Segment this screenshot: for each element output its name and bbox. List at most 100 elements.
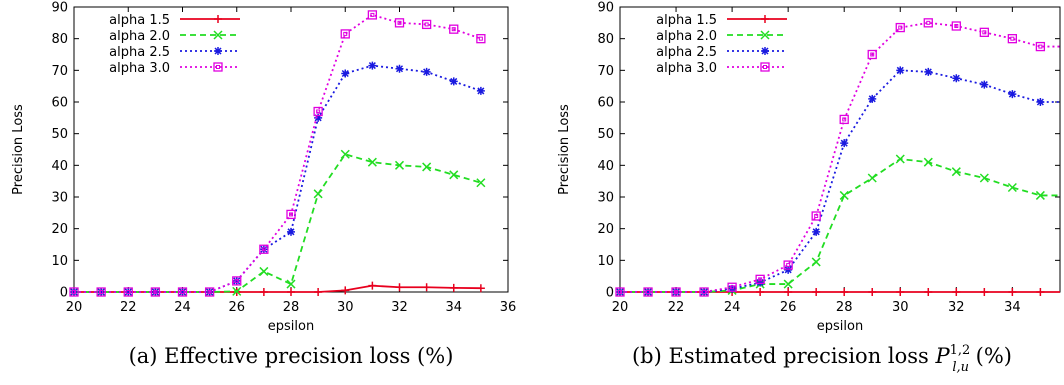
x-tick-label: 20 [66, 300, 83, 315]
data-point [979, 27, 989, 37]
data-point [896, 288, 905, 296]
data-point [476, 178, 486, 188]
series-line [74, 64, 482, 293]
y-tick-label: 40 [597, 159, 614, 174]
data-point [259, 266, 269, 276]
data-point [811, 257, 821, 267]
legend-label: alpha 3.0 [109, 61, 170, 76]
chart-a: 0 10 20 30 40 50 60 70 80 90 20 22 24 26 28 30 32 34 36 eps… [11, 1, 516, 369]
data-point-inner [730, 285, 735, 290]
x-tick-label: 24 [174, 300, 191, 315]
data-point [449, 283, 458, 292]
caption-symbol: P [934, 344, 950, 368]
data-point [422, 67, 431, 76]
y-tick-label: 80 [597, 32, 614, 47]
data-point [671, 287, 681, 297]
data-point-inner [289, 212, 293, 217]
data-point [368, 61, 377, 70]
data-point [395, 64, 404, 73]
data-point [394, 18, 405, 28]
data-point [476, 34, 486, 44]
y-tick-label: 90 [597, 1, 614, 16]
data-point-inner [646, 290, 651, 294]
y-tick-label: 30 [597, 191, 614, 206]
data-point [924, 67, 933, 76]
legend-marker-inner [763, 65, 767, 69]
y-tick-label: 90 [51, 1, 68, 16]
x-axis-label: epsilon [817, 319, 863, 334]
data-point-inner [451, 27, 456, 32]
y-tick-label: 40 [51, 159, 68, 174]
legend-label: alpha 2.5 [109, 45, 170, 60]
data-point-inner [702, 290, 707, 294]
y-axis-label: Precision Loss [11, 104, 26, 195]
data-point-inner [954, 24, 959, 28]
data-point [259, 244, 269, 254]
data-point [341, 69, 350, 78]
series-alpha-2-5 [616, 66, 1060, 296]
data-point [840, 139, 849, 148]
data-point [839, 190, 849, 200]
data-point [896, 66, 905, 75]
data-point [341, 286, 350, 295]
y-tick-label: 50 [51, 127, 68, 142]
data-point [1008, 90, 1017, 99]
data-point [1036, 288, 1045, 296]
y-tick-label: 10 [597, 254, 614, 269]
data-point-inner [180, 290, 185, 294]
data-point [449, 24, 459, 34]
legend-marker [213, 62, 223, 72]
caption-subscript: l,u [952, 360, 969, 375]
data-point [232, 286, 242, 296]
caption: (b) Estimated precision loss P1,2 l,u (%) [632, 343, 1012, 375]
caption-superscript: 1,2 [950, 343, 971, 358]
data-point [314, 288, 323, 296]
x-tick-label: 32 [948, 300, 965, 315]
y-tick-label: 30 [51, 191, 68, 206]
data-point [980, 288, 989, 296]
legend-label: alpha 1.5 [656, 13, 717, 28]
legend-label: alpha 2.0 [656, 29, 717, 44]
series-alpha-2-5 [70, 61, 485, 296]
y-tick-label: 80 [51, 32, 68, 47]
x-tick-label: 22 [668, 300, 685, 315]
data-point [97, 288, 106, 296]
series-line [74, 284, 481, 293]
data-point-inner [153, 290, 158, 294]
data-point [868, 288, 877, 296]
caption-prefix: (b) Estimated precision loss [632, 344, 936, 368]
data-point [476, 284, 485, 293]
data-point-inner [261, 247, 266, 252]
data-point-inner [786, 263, 791, 268]
data-point [232, 276, 242, 286]
data-point [96, 287, 106, 297]
data-point [69, 287, 79, 297]
x-tick-label: 30 [892, 300, 909, 315]
series-line [74, 153, 482, 293]
data-point-inner [618, 290, 622, 294]
data-point [123, 287, 133, 297]
data-point [867, 173, 877, 183]
data-point [287, 227, 295, 236]
x-tick-label: 24 [724, 300, 741, 315]
data-point [150, 287, 161, 297]
data-point [395, 283, 404, 292]
legend-label: alpha 2.5 [656, 45, 717, 60]
data-point [421, 19, 432, 30]
data-point-inner [1038, 44, 1043, 49]
data-point [895, 154, 905, 164]
y-tick-label: 0 [60, 286, 68, 301]
x-axis-label: epsilon [268, 319, 314, 334]
data-point [783, 260, 793, 270]
data-point-inner [207, 290, 212, 294]
x-tick-label: 26 [228, 300, 245, 315]
y-tick-label: 50 [597, 127, 614, 142]
data-point-inner [72, 290, 76, 294]
x-tick-label: 28 [836, 300, 853, 315]
data-point-inner [397, 20, 402, 25]
data-point [811, 211, 821, 221]
series-alpha-2-0 [69, 149, 486, 297]
data-point [449, 170, 459, 180]
